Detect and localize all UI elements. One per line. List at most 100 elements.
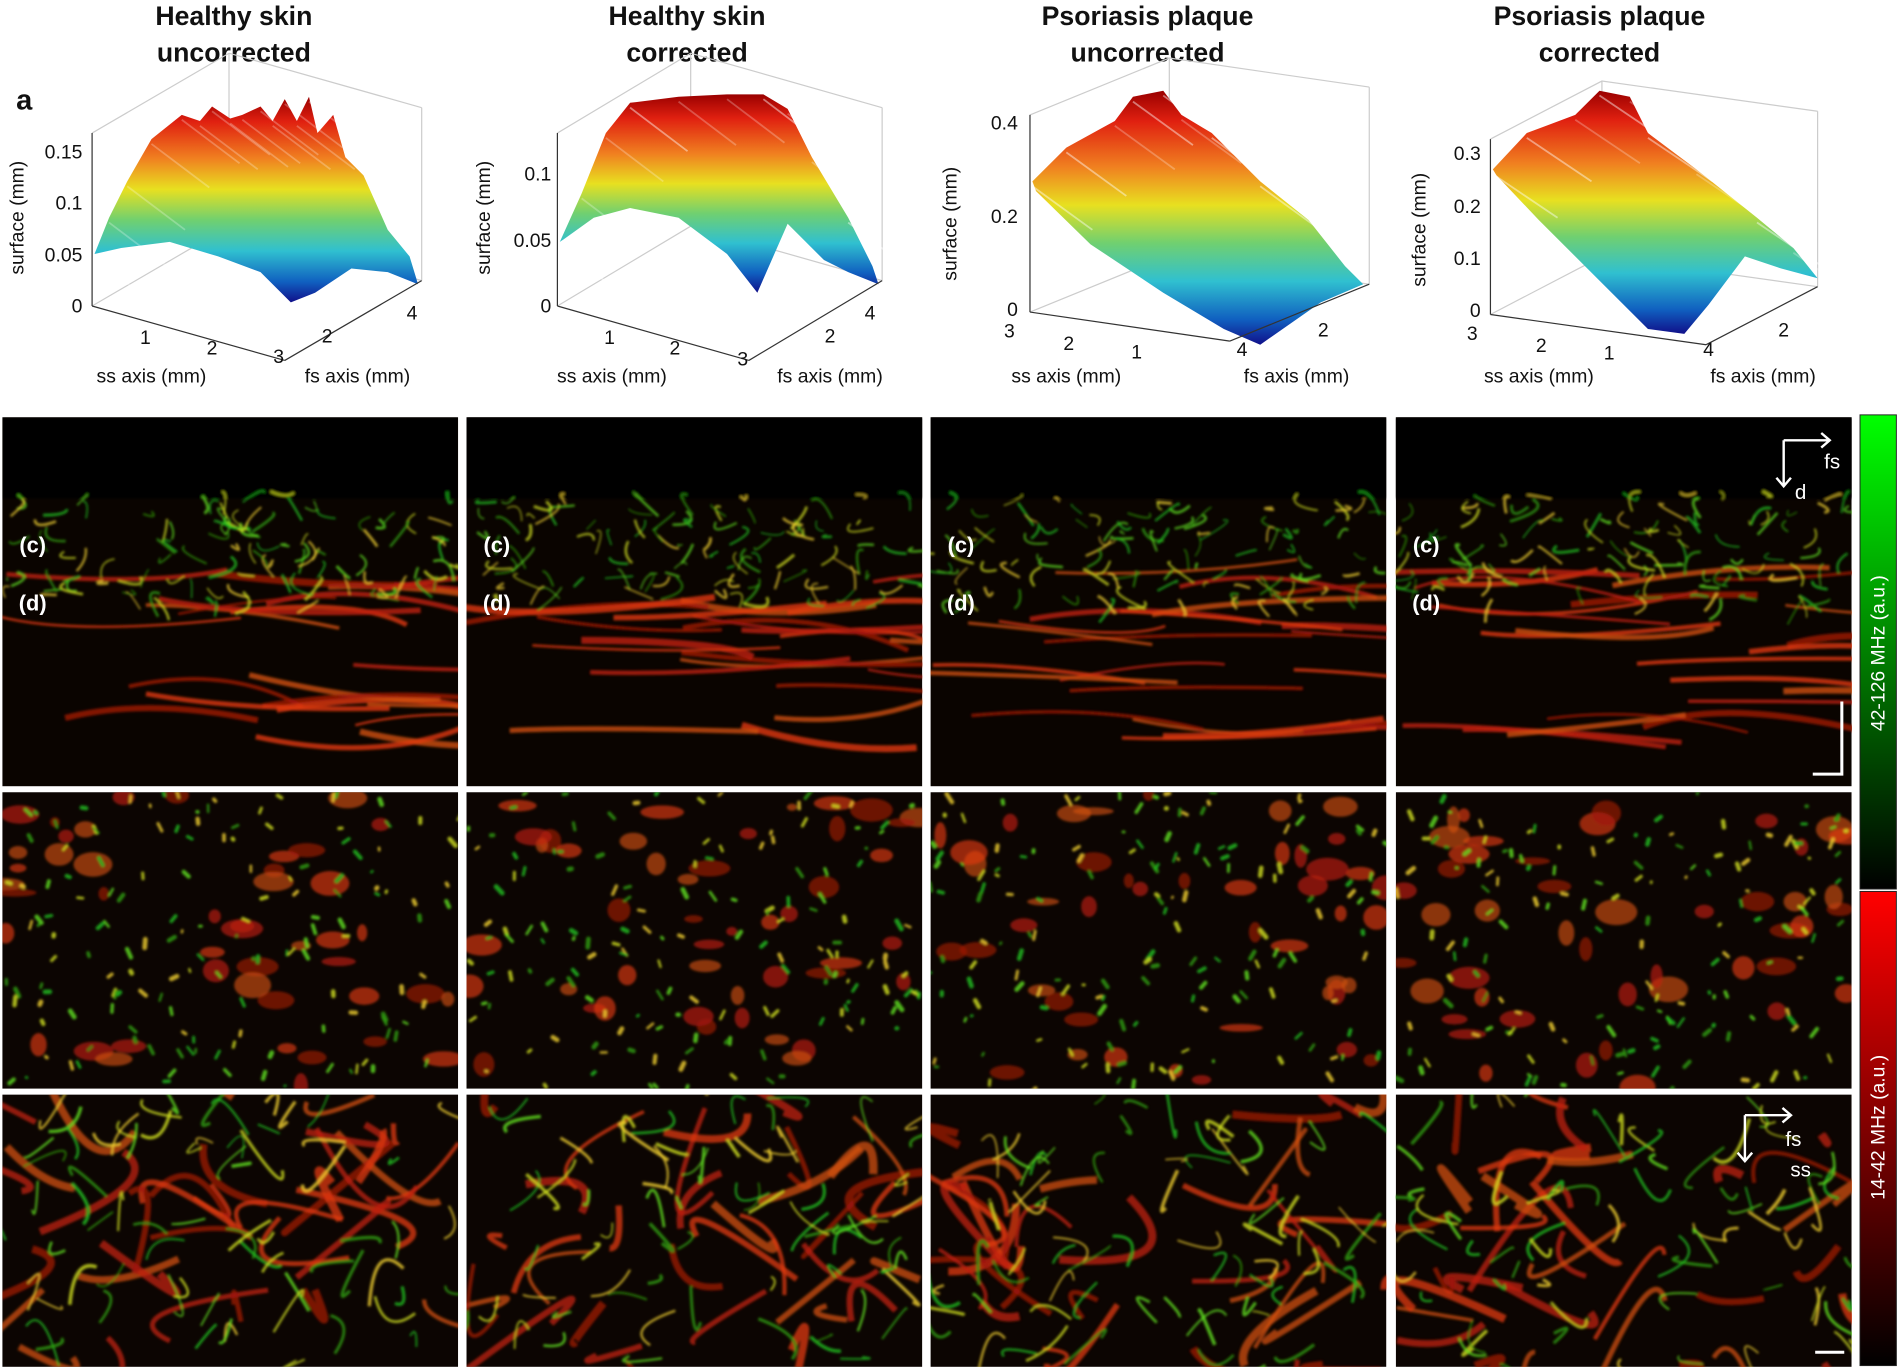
capillary <box>524 1244 540 1271</box>
speckle <box>1702 1027 1713 1037</box>
capillary <box>31 1180 39 1215</box>
speckle <box>1170 895 1174 900</box>
speckle <box>1176 857 1180 862</box>
capillary <box>1461 544 1485 561</box>
capillary <box>622 1355 663 1363</box>
capillary <box>389 520 410 548</box>
blob <box>1274 841 1290 866</box>
speckle <box>655 1025 664 1031</box>
blob <box>1515 857 1551 865</box>
capillary <box>702 536 712 552</box>
capillary <box>999 561 1021 579</box>
vessel <box>2 1287 46 1331</box>
fs-tick-label: 2 <box>825 326 836 348</box>
speckle <box>766 1077 775 1085</box>
capillary <box>1334 500 1350 522</box>
speckle <box>932 1057 937 1065</box>
ss-axis-label: ss axis (mm) <box>557 365 667 387</box>
capillary <box>1259 575 1273 597</box>
surface-ridge <box>1031 185 1093 231</box>
vessel <box>64 705 259 724</box>
speckle <box>326 1062 334 1074</box>
speckle <box>1498 996 1505 1004</box>
speckle <box>1277 957 1287 969</box>
capillary <box>1503 495 1510 514</box>
speckle <box>818 1016 825 1026</box>
capillary <box>1722 574 1732 586</box>
speckle <box>1206 799 1212 806</box>
speckle <box>1617 1071 1624 1076</box>
blob <box>734 1007 750 1029</box>
speckle <box>310 923 318 936</box>
speckle <box>1258 928 1269 940</box>
speckle <box>1765 832 1774 838</box>
capillary <box>1003 494 1023 507</box>
capillary <box>1467 563 1472 582</box>
capillary <box>1197 531 1211 536</box>
vessel <box>466 601 709 626</box>
capillary <box>590 1269 631 1298</box>
speckle <box>1405 865 1417 876</box>
capillary <box>917 584 923 588</box>
vessel <box>510 1234 582 1294</box>
speckle <box>384 820 392 828</box>
blob <box>989 1065 1025 1080</box>
speckle <box>607 811 617 821</box>
surface-ridge <box>1259 185 1321 231</box>
speckle <box>1741 857 1751 866</box>
ss-tick-label: 1 <box>140 327 151 349</box>
capillary <box>1617 1113 1624 1146</box>
speckle <box>1272 948 1279 958</box>
speckle <box>337 917 346 930</box>
speckle <box>587 952 597 960</box>
capillary <box>1252 1310 1270 1316</box>
capillary <box>1457 1337 1487 1357</box>
blob <box>73 852 113 877</box>
speckle <box>1785 1007 1791 1016</box>
speckle <box>841 914 848 924</box>
capillary <box>300 533 309 546</box>
capillary <box>168 521 175 540</box>
blob <box>730 985 745 1005</box>
speckle <box>1294 1031 1303 1040</box>
speckle <box>258 806 263 815</box>
blob <box>1410 978 1444 1004</box>
capillary <box>234 590 251 616</box>
speckle <box>1782 923 1793 934</box>
surface <box>1032 90 1364 345</box>
capillary <box>728 525 750 546</box>
speckle <box>1217 845 1226 850</box>
blob <box>829 815 846 842</box>
speckle <box>1101 994 1106 1002</box>
colorbar <box>1859 890 1897 1367</box>
capillary <box>1667 524 1682 536</box>
capillary <box>815 520 824 532</box>
surface-ridge <box>1647 137 1714 183</box>
capillary <box>1683 550 1701 576</box>
blob <box>1448 1029 1487 1040</box>
capillary <box>607 1291 648 1301</box>
capillary <box>1102 521 1129 542</box>
speckle <box>1407 1021 1413 1031</box>
speckle <box>1507 1027 1516 1036</box>
speckle <box>1032 929 1037 941</box>
speckle <box>525 924 534 936</box>
capillary <box>1840 490 1850 514</box>
blob <box>277 1043 297 1054</box>
capillary <box>238 1239 283 1269</box>
blob <box>8 845 28 859</box>
vessel <box>689 1216 799 1282</box>
z-tick-label: 0.15 <box>45 142 83 164</box>
speckle <box>1202 857 1211 867</box>
vessel <box>1300 1360 1346 1367</box>
speckle <box>660 935 665 941</box>
fs-tick-label: 4 <box>407 303 418 325</box>
blob <box>1056 804 1092 823</box>
capillary <box>1810 1285 1826 1322</box>
image-content <box>930 417 1387 741</box>
capillary <box>1618 1129 1664 1164</box>
capillary <box>1007 1247 1026 1276</box>
capillary <box>1240 1129 1263 1164</box>
speckle <box>1695 792 1700 796</box>
vessel <box>487 1232 508 1251</box>
